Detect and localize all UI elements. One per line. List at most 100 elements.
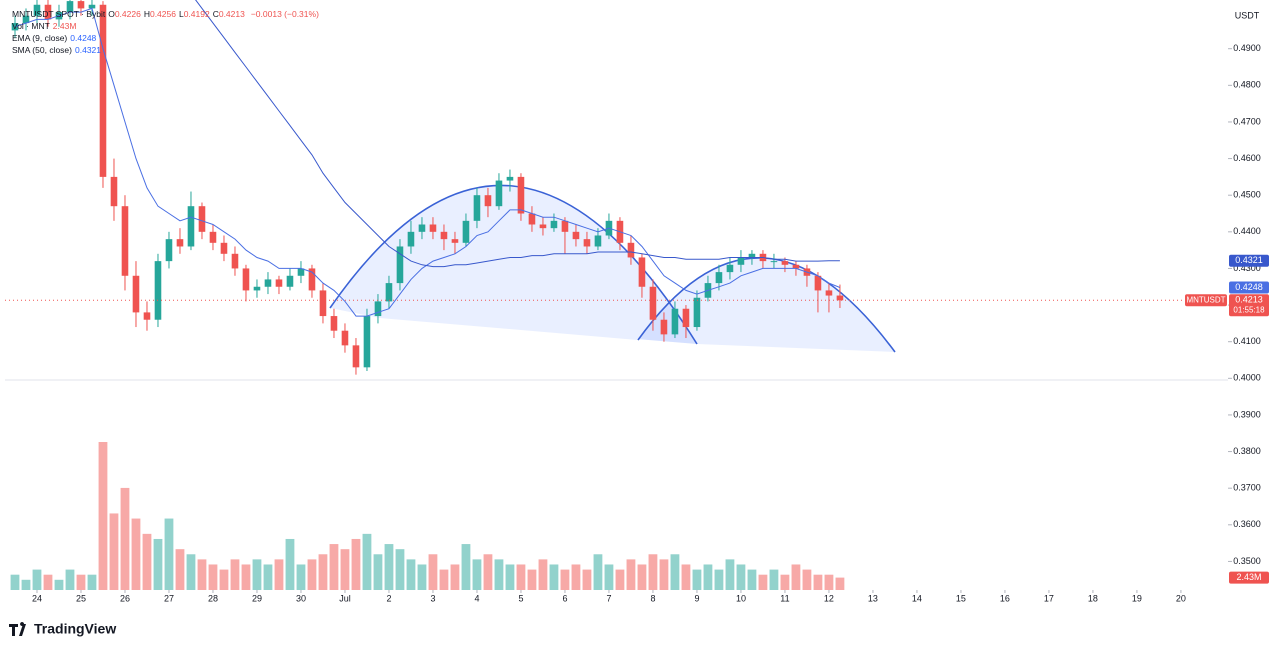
sma-value: 0.4321: [75, 45, 101, 55]
candle-body: [506, 176, 514, 181]
symbol: MNTUSDT SPOT · Bybit: [12, 9, 106, 19]
candle-body: [66, 1, 74, 13]
volume-bar: [714, 569, 724, 590]
candle-body: [33, 4, 41, 16]
volume-bar: [76, 574, 86, 590]
x-tick-label: 24: [32, 593, 42, 603]
volume-bar: [626, 559, 636, 590]
volume-bar: [32, 569, 42, 590]
ohlc-value: 0.4213: [218, 9, 245, 19]
volume-name: Vol · MNT: [12, 21, 50, 31]
candle-body: [594, 235, 602, 247]
volume-bar: [428, 554, 438, 590]
candle-body: [682, 308, 690, 328]
volume-bar: [406, 559, 416, 590]
volume-bar: [109, 513, 119, 590]
candle-body: [517, 176, 525, 214]
indicator-tag-bg: [1229, 281, 1269, 294]
candle-body: [539, 224, 547, 229]
volume-bar: [318, 554, 328, 590]
cup-fill: [380, 257, 895, 352]
volume-bar: [637, 564, 647, 590]
volume-bar: [274, 559, 284, 590]
volume-bar: [362, 533, 372, 590]
volume-bar: [725, 559, 735, 590]
candle-body: [341, 330, 349, 346]
logo: TradingView: [9, 621, 116, 637]
y-tick-label: 0.3800: [1233, 446, 1261, 456]
x-tick-label: 11: [780, 593, 789, 603]
volume-bar: [230, 559, 240, 590]
candle-body: [462, 220, 470, 243]
candle-body: [352, 345, 360, 368]
volume-bar: [296, 564, 306, 590]
y-tick-label: 0.3900: [1233, 409, 1261, 419]
x-tick-label: 10: [736, 593, 746, 603]
currency: USDT: [1235, 10, 1260, 20]
legend-row: SMA (50, close) 0.4321: [12, 44, 322, 56]
candle-body: [715, 272, 723, 284]
candle-body: [693, 297, 701, 328]
y-tick-label: 0.4500: [1233, 190, 1261, 200]
candle-body: [154, 261, 162, 320]
candle-body: [572, 231, 580, 240]
volume-bar: [780, 574, 790, 590]
candle-body: [209, 231, 217, 243]
x-tick-label: 20: [1176, 593, 1186, 603]
y-tick-label: 0.3500: [1233, 556, 1261, 566]
candle-body: [242, 268, 250, 291]
candle-body: [440, 231, 448, 240]
x-tick-label: 28: [208, 593, 218, 603]
volume-bar: [153, 538, 163, 590]
volume-bar: [692, 569, 702, 590]
sma-name: SMA (50, close): [12, 45, 72, 55]
volume-bar: [384, 544, 394, 590]
indicator-line: [14, 7, 841, 317]
candle-body: [649, 286, 657, 320]
volume-value: 2.43M: [52, 21, 77, 31]
candle-body: [297, 268, 305, 276]
y-tick-label: 0.4800: [1233, 80, 1261, 90]
x-tick-label: 29: [252, 593, 262, 603]
volume-bar: [186, 554, 196, 590]
x-tick-label: 3: [430, 593, 435, 603]
candle-body: [165, 239, 173, 262]
x-tick-label: 15: [956, 593, 966, 603]
volume-bar: [835, 577, 845, 590]
candle-body: [792, 264, 800, 269]
volume-bar: [208, 564, 218, 590]
candle-body: [495, 180, 503, 207]
volume-bar: [65, 569, 75, 590]
volume-bar: [758, 574, 768, 590]
ohlc-value: 0.4256: [149, 9, 176, 19]
ohlc-value: 0.4226: [114, 9, 141, 19]
volume-bar: [120, 487, 130, 590]
candle-body: [418, 224, 426, 232]
volume-bar: [461, 544, 471, 590]
candle-body: [451, 239, 459, 243]
candle-body: [176, 239, 184, 247]
y-tick-label: 0.4700: [1233, 116, 1261, 126]
volume-bar: [681, 564, 691, 590]
x-tick-label: 25: [76, 593, 86, 603]
volume-bar: [131, 518, 141, 590]
x-tick-label: 26: [120, 593, 130, 603]
volume-bar: [549, 564, 559, 590]
candle-body: [528, 213, 536, 225]
candle-body: [319, 290, 327, 317]
ohlc-label: C: [212, 9, 219, 19]
ohlc-label: H: [143, 9, 150, 19]
x-tick-label: 12: [824, 593, 834, 603]
candle-body: [121, 206, 129, 276]
volume-bar: [813, 574, 823, 590]
indicator-tag-bg: [1229, 254, 1269, 267]
symbol-tag: MNTUSDT: [1186, 295, 1225, 304]
candle-body: [737, 257, 745, 265]
candle-body: [429, 224, 437, 232]
candle-body: [484, 195, 492, 207]
legend-row: MNTUSDT SPOT · Bybit O0.4226 H0.4256 L0.419…: [12, 8, 322, 20]
x-tick-label: 4: [474, 593, 479, 603]
